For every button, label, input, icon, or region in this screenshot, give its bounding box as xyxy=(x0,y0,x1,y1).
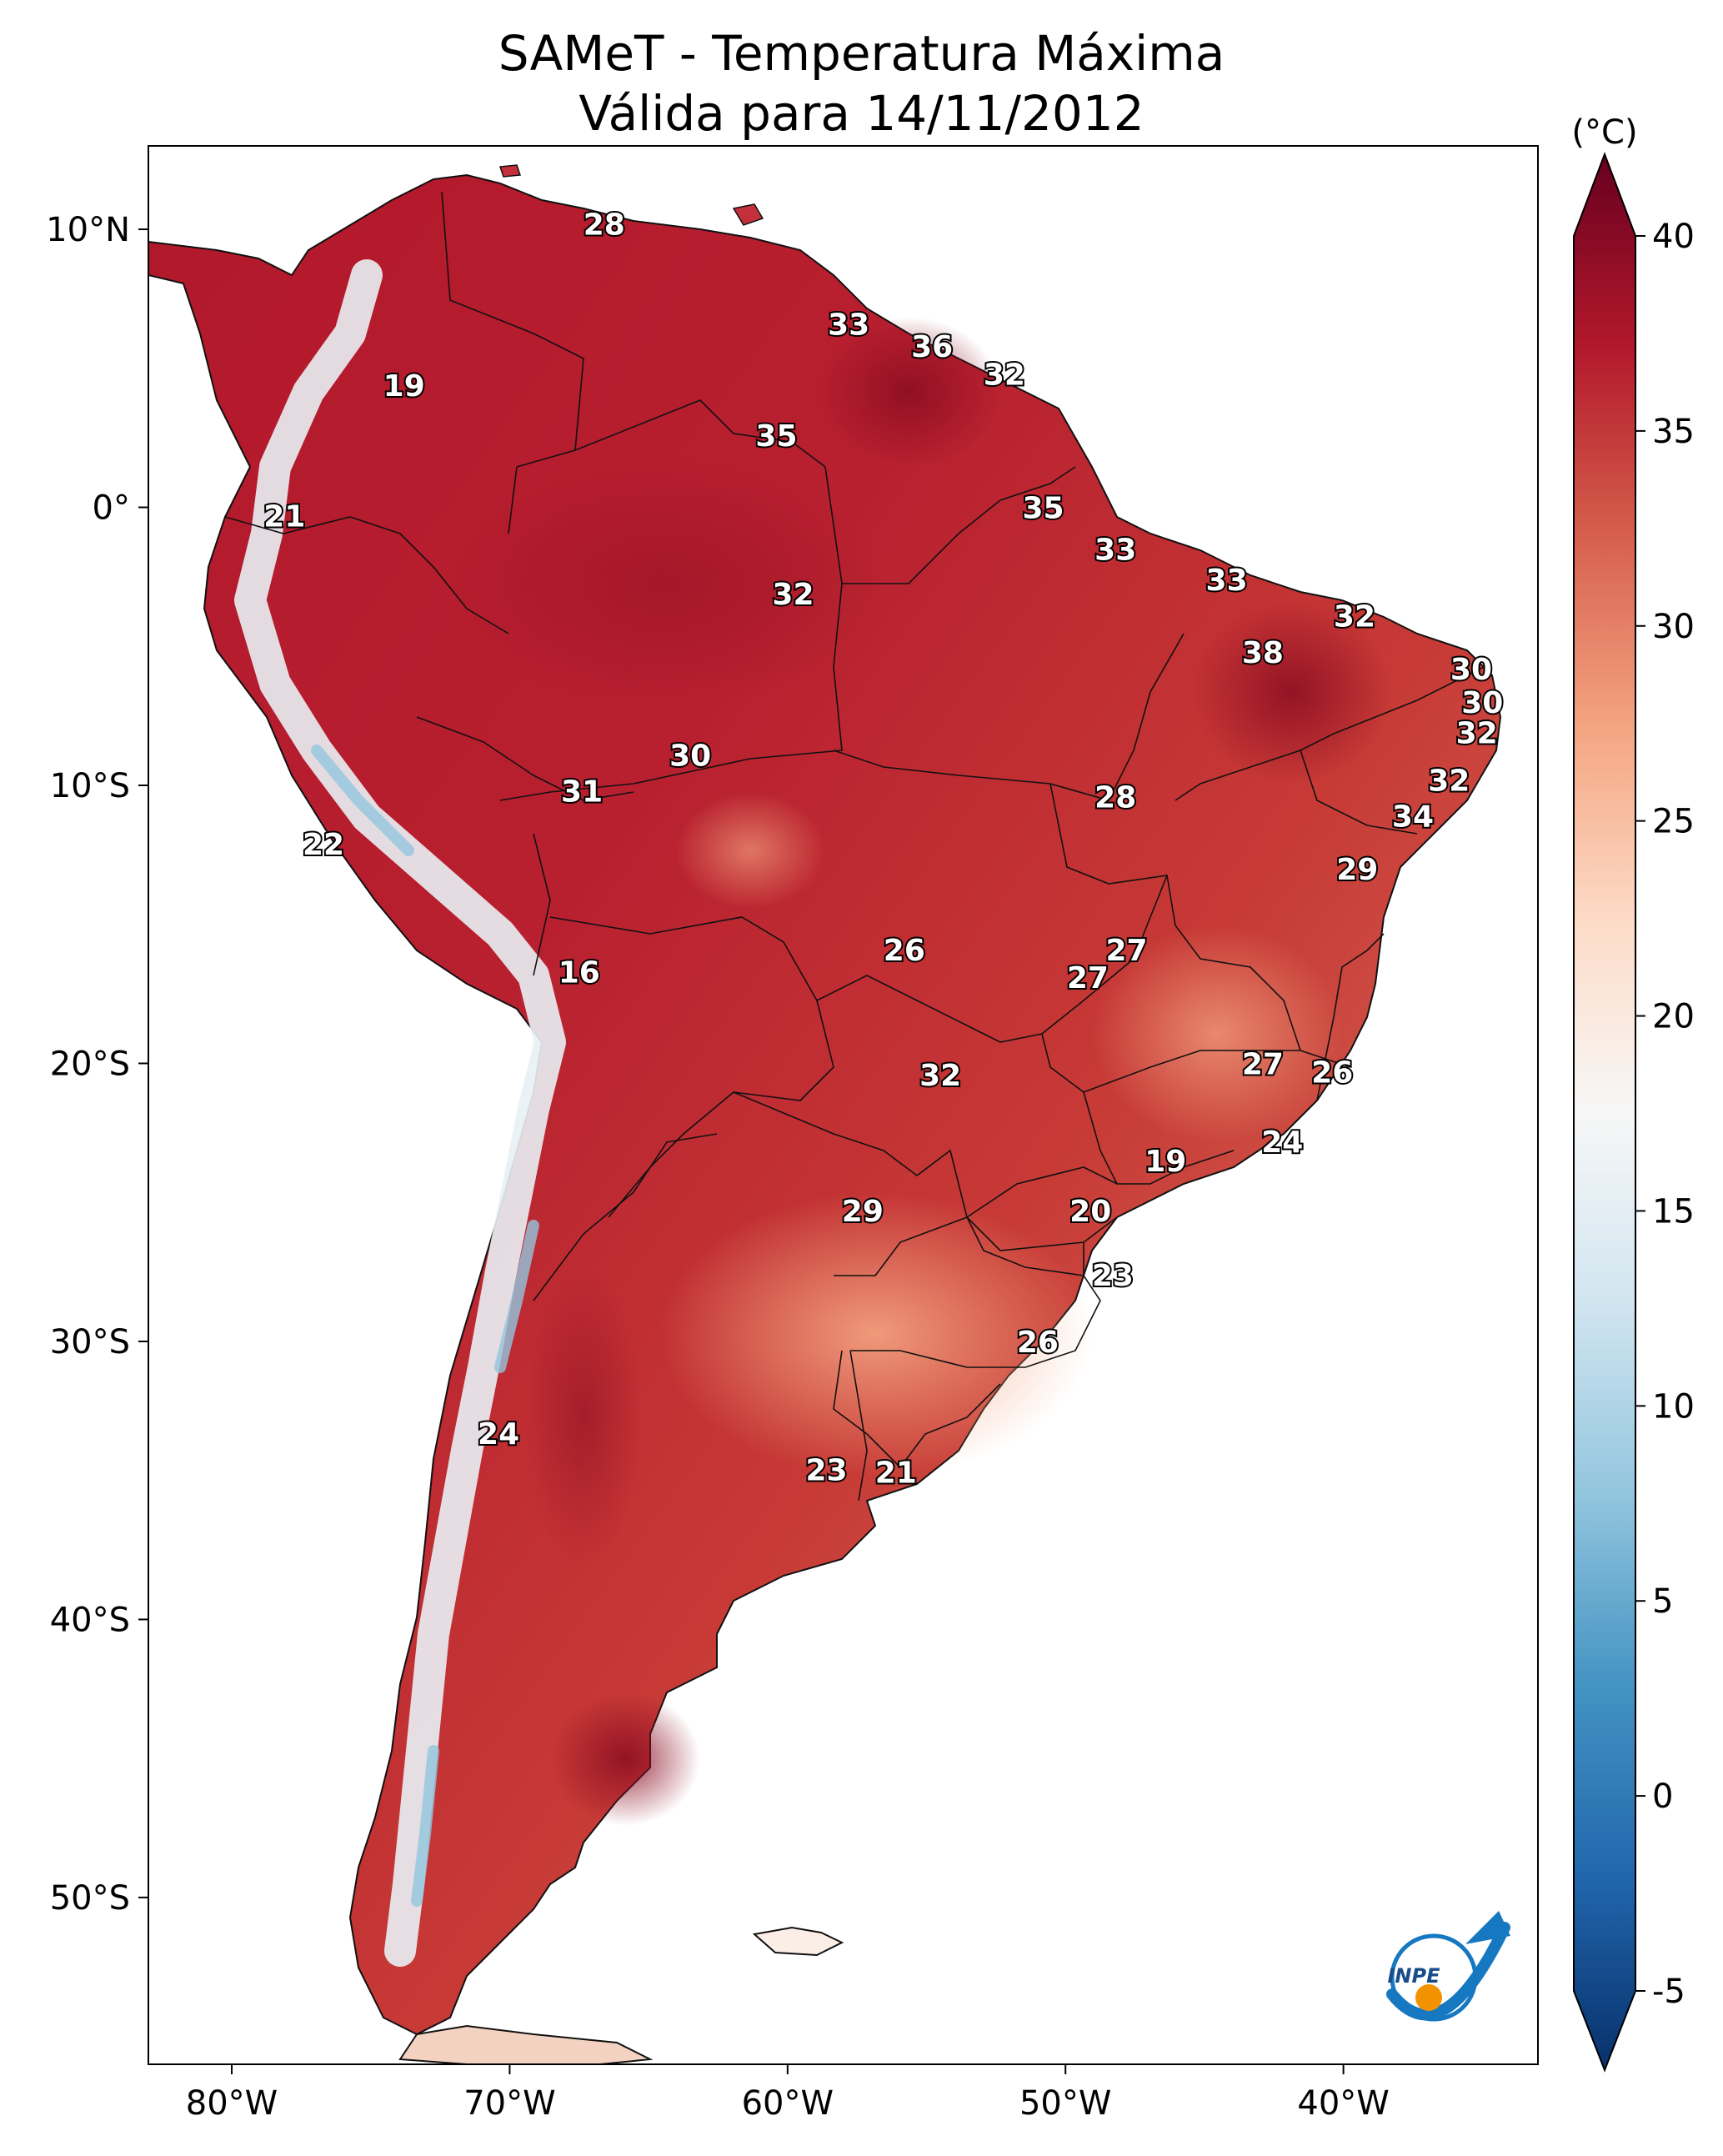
colorbar-tick-label: 10 xyxy=(1652,1387,1695,1426)
title-line-1: SAMeT - Temperatura Máxima xyxy=(498,25,1225,82)
latitude-tick-label: 10°S xyxy=(50,767,130,805)
temperature-label: 30 xyxy=(669,739,711,773)
cool-pampas xyxy=(659,1192,1092,1476)
colorbar-tick-label: 20 xyxy=(1652,998,1695,1036)
falkland-islands xyxy=(752,1926,844,1957)
colorbar-tick-label: 15 xyxy=(1652,1192,1695,1231)
title-line-2: Válida para 14/11/2012 xyxy=(579,85,1144,142)
latitude-tick-label: 30°S xyxy=(50,1323,130,1361)
map-frame xyxy=(148,145,1539,2065)
temperature-label: 23 xyxy=(1092,1259,1134,1293)
logo-swoosh xyxy=(1386,1922,1510,2021)
temperature-label: 33 xyxy=(1094,534,1136,568)
continent-layer xyxy=(148,164,1502,2064)
hotspot-andes-foothills xyxy=(525,1267,642,1567)
temperature-label: 20 xyxy=(1069,1195,1111,1229)
tierra-del-fuego xyxy=(398,2024,654,2064)
temperature-label: 16 xyxy=(558,955,600,990)
latitude-ticks: 10°N 0° 10°S 20°S 30°S 40°S 50°S xyxy=(46,211,148,1918)
temperature-label: 19 xyxy=(1144,1145,1186,1179)
temperature-label: 34 xyxy=(1392,800,1434,835)
logo-text: INPE xyxy=(1388,1964,1441,1988)
hotspot-patagonia xyxy=(550,1692,700,1826)
temperature-label: 36 xyxy=(911,330,953,364)
temperature-label: 26 xyxy=(1311,1055,1353,1090)
andes-very-cold-core xyxy=(311,745,539,1907)
hotspot-amazon xyxy=(450,459,884,709)
temperature-label: 32 xyxy=(772,578,814,612)
temperature-label: 32 xyxy=(1334,600,1375,634)
temperature-label: 29 xyxy=(842,1195,884,1229)
temperature-label: 31 xyxy=(561,775,603,810)
temperature-label: 28 xyxy=(1094,780,1136,815)
colorbar-tick-label: 25 xyxy=(1652,803,1695,841)
temperature-label: 33 xyxy=(1206,564,1248,598)
hotspot-northeast xyxy=(1192,600,1392,784)
temperature-label: 33 xyxy=(828,308,869,342)
longitude-ticks: 80°W 70°W 60°W 50°W 40°W xyxy=(186,2064,1390,2123)
temperature-label: 28 xyxy=(584,208,625,242)
colorbar-tick-label: 5 xyxy=(1652,1582,1673,1621)
temperature-label: 26 xyxy=(884,934,925,968)
temperature-label: 19 xyxy=(383,369,425,404)
longitude-tick-label: 80°W xyxy=(186,2084,278,2123)
country-borders xyxy=(224,191,1485,1502)
cool-southeast xyxy=(1092,925,1342,1142)
temperature-label: 32 xyxy=(1456,717,1498,751)
latitude-tick-label: 50°S xyxy=(50,1879,130,1918)
cool-central xyxy=(675,792,825,909)
logo-sun-dot xyxy=(1415,1984,1442,2011)
colorbar-ticks: 40 35 30 25 20 15 10 5 0 -5 xyxy=(1635,218,1695,2011)
temperature-label: 35 xyxy=(755,419,797,454)
colorbar-tick-label: 30 xyxy=(1652,608,1695,646)
caribbean-islands xyxy=(498,164,764,226)
latitude-tick-label: 40°S xyxy=(50,1601,130,1639)
colorbar-bar xyxy=(1573,152,1636,2073)
temperature-label: 27 xyxy=(1242,1047,1284,1081)
temperature-label: 32 xyxy=(919,1059,961,1093)
temperature-label: 24 xyxy=(1261,1126,1303,1160)
colorbar-tick-label: 40 xyxy=(1652,218,1695,256)
andes-cold-belt xyxy=(234,259,566,1967)
temperature-label: 32 xyxy=(984,358,1025,392)
temperature-label: 27 xyxy=(1106,934,1148,968)
temperature-label: 22 xyxy=(303,828,344,862)
temperature-label: 30 xyxy=(1461,686,1503,720)
latitude-tick-label: 10°N xyxy=(46,211,130,249)
inpe-logo: INPE xyxy=(1386,1911,1510,2022)
temperature-label: 24 xyxy=(478,1417,519,1452)
colorbar-unit: (°C) xyxy=(1571,113,1637,152)
colorbar: (°C) 40 35 30 25 20 15 10 5 0 -5 xyxy=(1571,113,1695,2073)
colorbar-tick-label: -5 xyxy=(1652,1973,1685,2011)
latitude-tick-label: 20°S xyxy=(50,1045,130,1083)
hotspot-guianas xyxy=(817,317,1000,467)
temperature-label: 32 xyxy=(1428,764,1470,798)
temperature-label: 38 xyxy=(1242,636,1284,670)
temperature-label: 29 xyxy=(1336,853,1378,887)
temperature-label: 23 xyxy=(805,1453,847,1487)
longitude-tick-label: 50°W xyxy=(1019,2084,1111,2123)
colorbar-tick-label: 0 xyxy=(1652,1777,1673,1816)
temperature-label: 30 xyxy=(1450,653,1492,687)
longitude-tick-label: 70°W xyxy=(463,2084,555,2123)
longitude-tick-label: 40°W xyxy=(1297,2084,1389,2123)
latitude-tick-label: 0° xyxy=(93,489,130,528)
longitude-tick-label: 60°W xyxy=(742,2084,834,2123)
temperature-label: 21 xyxy=(875,1457,917,1491)
map-title: SAMeT - Temperatura Máxima Válida para 1… xyxy=(0,23,1723,143)
temperature-label: 35 xyxy=(1022,492,1064,526)
temperature-label: 27 xyxy=(1067,961,1109,995)
temperature-label: 21 xyxy=(263,500,305,534)
colorbar-tick-label: 35 xyxy=(1652,413,1695,451)
temperature-label: 26 xyxy=(1017,1326,1059,1360)
